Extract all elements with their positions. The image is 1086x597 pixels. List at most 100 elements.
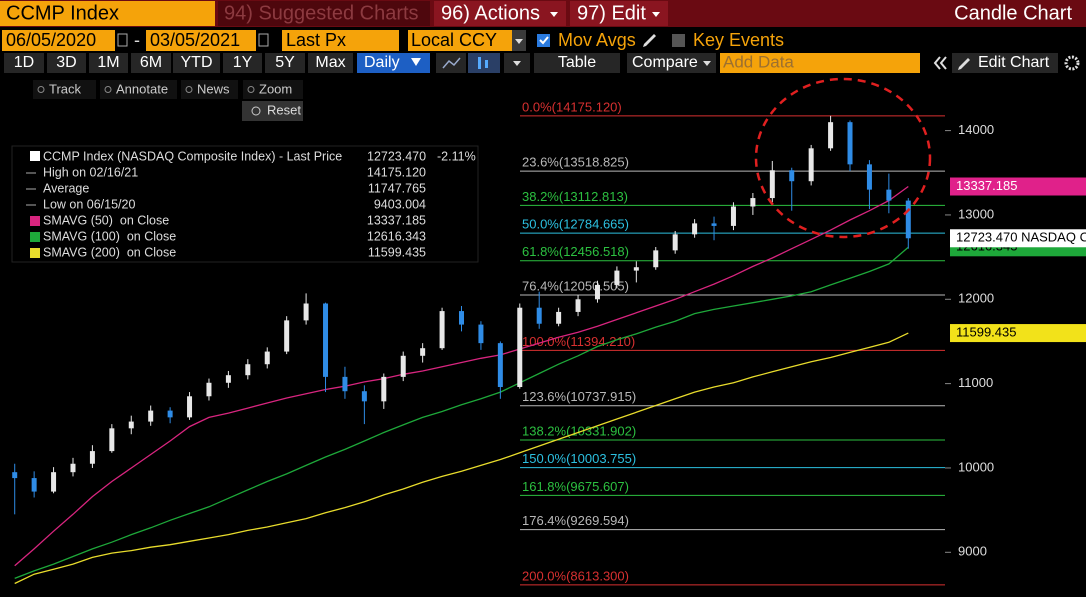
- candle-body: [517, 307, 523, 387]
- compare-button[interactable]: [627, 53, 716, 73]
- candle-body: [633, 267, 639, 271]
- currency-label: Local CCY: [411, 30, 497, 50]
- fib-label: 61.8%(12456.518): [522, 244, 629, 259]
- end-date-box[interactable]: [146, 30, 256, 51]
- add-data-box[interactable]: [720, 53, 920, 73]
- mov-avgs-label: Mov Avgs: [558, 30, 636, 50]
- legend-value: 11747.765: [368, 181, 426, 195]
- end-date: 03/05/2021: [150, 30, 240, 50]
- field-box[interactable]: [282, 30, 399, 51]
- range-button[interactable]: [89, 53, 128, 73]
- tool-icon: [37, 86, 45, 93]
- legend-value: 11599.435: [368, 245, 426, 259]
- candle-icon-button[interactable]: [468, 53, 500, 73]
- candle-body: [847, 122, 853, 165]
- mov-avgs-checkbox[interactable]: [537, 34, 550, 47]
- legend-value: 14175.120: [367, 165, 426, 179]
- fib-label: 23.6%(13518.825): [522, 155, 629, 170]
- candle-body: [284, 320, 290, 352]
- edit-button[interactable]: [570, 1, 668, 26]
- range-button[interactable]: [173, 53, 220, 73]
- legend-box: [11, 145, 479, 263]
- reset-button[interactable]: [242, 101, 303, 121]
- sma50-tag-box: [950, 177, 1086, 196]
- range-label: 1D: [14, 54, 34, 71]
- candle-body: [575, 299, 581, 312]
- calendar-icon[interactable]: [117, 33, 128, 47]
- collapse-icon[interactable]: [933, 56, 947, 70]
- candle-body: [245, 364, 251, 376]
- range-button[interactable]: [131, 53, 171, 73]
- candle-body: [692, 223, 698, 235]
- candle-body: [70, 463, 76, 473]
- candle-body: [478, 324, 484, 344]
- range-label: YTD: [181, 54, 213, 71]
- chart-kind: Candle Chart: [954, 2, 1072, 24]
- candle-body: [167, 410, 173, 418]
- candle-body: [12, 472, 18, 479]
- candle-body: [128, 421, 134, 429]
- table-button[interactable]: [534, 53, 620, 73]
- tool-button[interactable]: [100, 80, 177, 99]
- fib-label: 150.0%(10003.755): [522, 451, 636, 466]
- candle-body: [536, 307, 542, 324]
- actions-button[interactable]: [434, 1, 566, 26]
- candle-icon: [478, 57, 481, 69]
- pencil-icon[interactable]: [643, 34, 656, 47]
- candle-icon: [485, 60, 488, 68]
- candle-body: [594, 284, 600, 300]
- sma200-tag: 11599.435: [956, 325, 1017, 340]
- candle-body: [206, 382, 212, 397]
- candle-body: [439, 311, 445, 349]
- legend-name: Average: [43, 181, 89, 195]
- calendar-icon[interactable]: [258, 33, 269, 47]
- annotation-circle: [754, 77, 932, 239]
- legend-name: SMAVG (100) on Close: [43, 229, 176, 243]
- currency-box[interactable]: [408, 30, 512, 51]
- candle-body: [225, 375, 231, 383]
- tool-icon: [104, 86, 112, 93]
- candle-body: [497, 343, 503, 387]
- candle-body: [711, 223, 717, 226]
- range-button[interactable]: [4, 53, 44, 73]
- settings-icon[interactable]: [1064, 55, 1080, 71]
- edit-chart-label: Edit Chart: [978, 54, 1050, 71]
- tool-button[interactable]: [243, 80, 303, 99]
- start-date-box[interactable]: [2, 30, 115, 51]
- candle-body: [51, 472, 57, 492]
- security-box[interactable]: [0, 1, 215, 26]
- dropdown-arrow: [703, 61, 711, 66]
- dropdown-arrow: [550, 12, 558, 17]
- range-label: 3D: [56, 54, 76, 71]
- candle-body: [556, 311, 562, 324]
- edit-chart-button[interactable]: [952, 53, 1058, 73]
- candle-body: [828, 122, 834, 149]
- tool-icon: [185, 86, 193, 93]
- compare-label: Compare: [632, 54, 698, 71]
- range-button[interactable]: [265, 53, 305, 73]
- tool-button[interactable]: [181, 80, 238, 99]
- fib-label: 161.8%(9675.607): [522, 479, 629, 494]
- tool-label: News: [197, 81, 230, 96]
- fib-label: 50.0%(12784.665): [522, 217, 629, 232]
- legend-name: CCMP Index (NASDAQ Composite Index) - La…: [43, 149, 342, 163]
- suggested-button[interactable]: [218, 1, 430, 26]
- legend-value: 9403.004: [374, 197, 426, 211]
- range-button[interactable]: [223, 53, 262, 73]
- candle-body: [323, 303, 329, 377]
- range-button[interactable]: [47, 53, 86, 73]
- moving-average-line: [14, 185, 909, 567]
- legend-swatch: [30, 248, 40, 258]
- range-label: Max: [315, 54, 345, 71]
- tool-button[interactable]: [33, 80, 96, 99]
- line-icon: [442, 57, 461, 69]
- key-events-checkbox[interactable]: [672, 34, 685, 47]
- range-button[interactable]: [308, 53, 353, 73]
- candle-body: [905, 200, 911, 239]
- table-label: Table: [558, 54, 596, 71]
- dropdown-arrow: [515, 39, 523, 44]
- legend-name: SMAVG (50) on Close: [43, 213, 169, 227]
- y-tick-label: 14000: [958, 122, 994, 137]
- fib-label: 100.0%(11394.210): [522, 334, 635, 349]
